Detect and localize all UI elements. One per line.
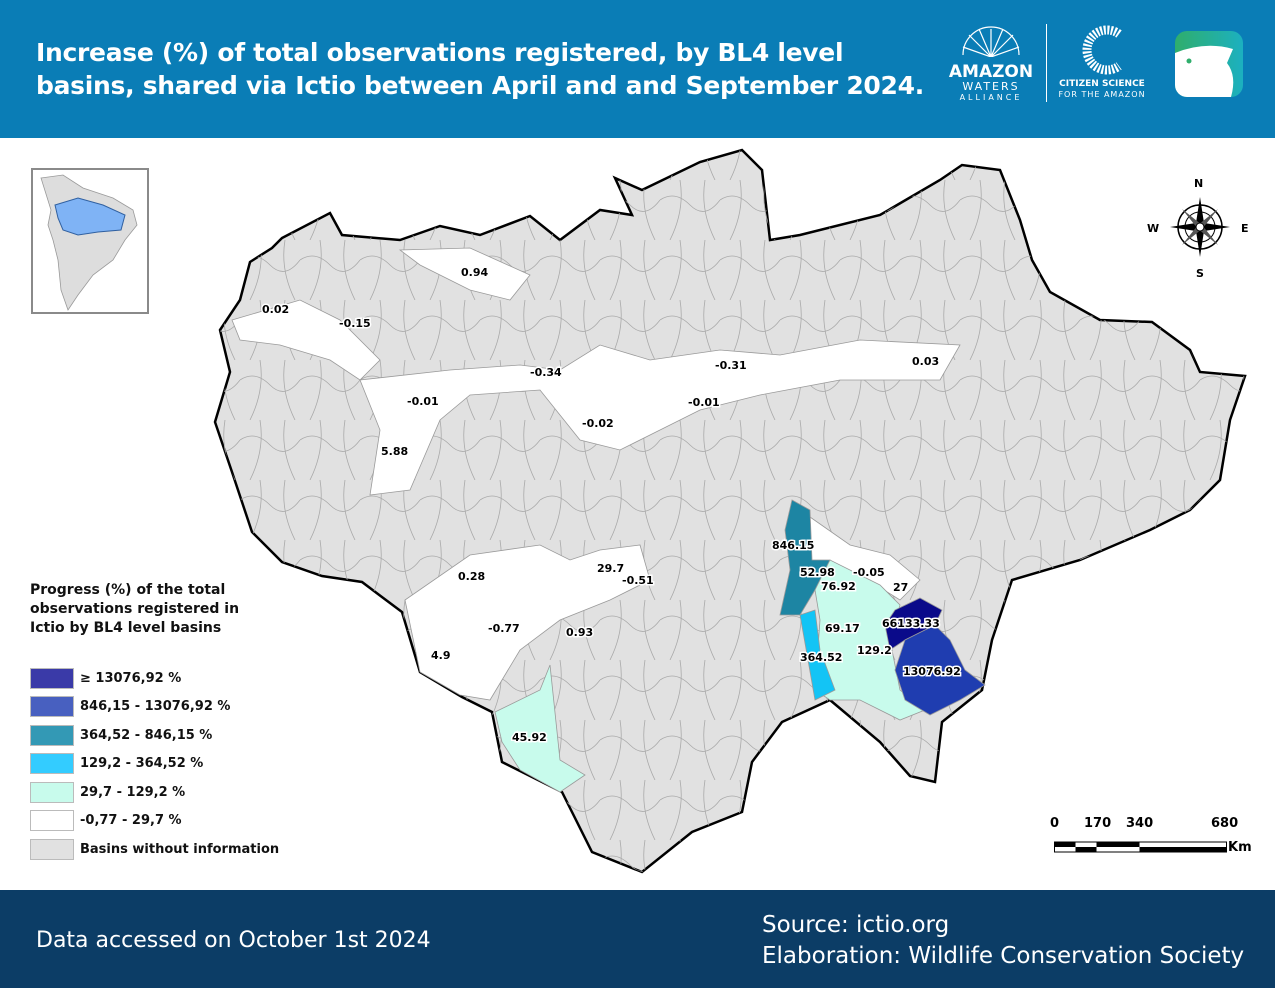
legend-swatch [30,724,74,746]
c-letter-icon [1082,25,1122,75]
svg-text:W: W [1147,222,1159,235]
basin-label: -0.51 [622,574,654,587]
scale-bar: 0 170 340 680 Km [1050,816,1252,855]
legend-item: 364,52 - 846,15 % [30,721,279,750]
amazon-waters-alliance-logo: AMAZON WATERS ALLIANCE [945,25,1037,103]
legend-item: ≥ 13076,92 % [30,664,279,693]
basin-label: -0.01 [407,395,439,408]
ictio-fish-icon [1175,31,1243,97]
basin-label: 27 [893,581,908,594]
legend-item: -0,77 - 29,7 % [30,807,279,836]
basin-label: 66133.33 [882,617,940,630]
basin-label: -0.01 [688,396,720,409]
legend-swatch [30,810,74,832]
basin-label: 0.03 [912,355,939,368]
basin-label: 4.9 [431,649,451,662]
basin-label: 0.02 [262,303,289,316]
legend-swatch [30,753,74,775]
basin-label: 5.88 [381,445,408,458]
citizen-science-logo: CITIZEN SCIENCE FOR THE AMAZON [1052,24,1152,100]
locator-inset-map [31,168,149,314]
basin-label: 13076.92 [903,665,961,678]
footer: Data accessed on October 1st 2024 Source… [0,890,1275,988]
basin-label: 0.94 [461,266,488,279]
legend-title: Progress (%) of the total observations r… [30,582,240,636]
page-title: Increase (%) of total observations regis… [36,38,924,100]
basin-label: -0.02 [582,417,614,430]
basin-label: -0.05 [853,566,885,579]
legend-swatch [30,781,74,803]
basin-label: 0.28 [458,570,485,583]
basin-label: 76.92 [821,580,856,593]
legend-swatch [30,667,74,689]
legend-item: 129,2 - 364,52 % [30,750,279,779]
basin-label: -0.34 [530,366,562,379]
basin-label: 129.2 [857,644,892,657]
tree-icon [962,26,1020,58]
basins-with-data [231,247,986,793]
legend-item: 29,7 - 129,2 % [30,778,279,807]
map-legend: ≥ 13076,92 % 846,15 - 13076,92 % 364,52 … [30,664,279,864]
legend-item: 846,15 - 13076,92 % [30,693,279,722]
basin-label: 846.15 [772,539,814,552]
basin-label: 69.17 [825,622,860,635]
data-accessed-note: Data accessed on October 1st 2024 [36,928,431,953]
logo-divider [1046,24,1047,102]
compass-rose-icon: N S W E [1147,177,1249,280]
river-network [215,150,1245,872]
basin-label: -0.77 [488,622,520,635]
basin-label: 364.52 [800,651,842,664]
legend-item: Basins without information [30,835,279,864]
basin-label: -0.31 [715,359,747,372]
legend-swatch [30,838,74,860]
svg-text:E: E [1241,222,1249,235]
basin-label: 0.93 [566,626,593,639]
source-credits: Source: ictio.org Elaboration: Wildlife … [762,912,1245,969]
svg-text:N: N [1194,177,1203,190]
basin-label: -0.15 [339,317,371,330]
basin-value-labels: 0.94 0.02 -0.15 -0.34 -0.31 0.03 -0.01 -… [261,265,963,746]
basin-label: 45.92 [512,731,547,744]
svg-text:S: S [1196,267,1204,280]
basin-label: 52.98 [800,566,835,579]
basin-label: 29.7 [597,562,624,575]
legend-swatch [30,696,74,718]
amazon-basin-map: 0.94 0.02 -0.15 -0.34 -0.31 0.03 -0.01 -… [213,148,1247,874]
header: Increase (%) of total observations regis… [0,0,1275,138]
